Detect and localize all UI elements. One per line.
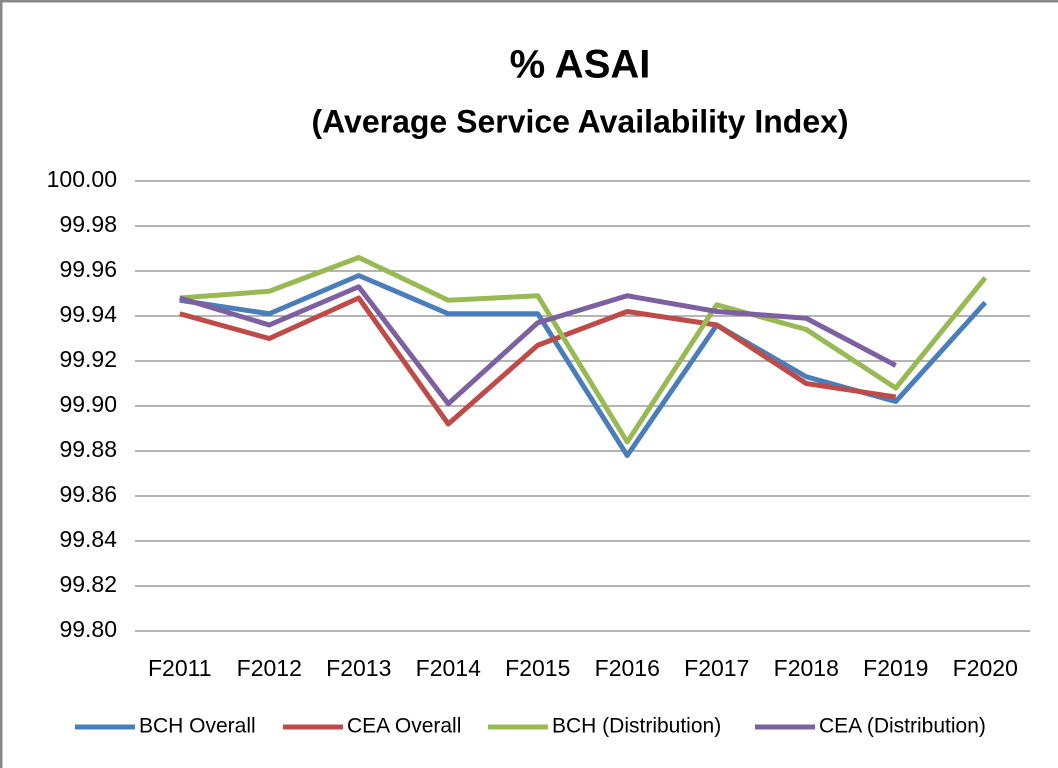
series-line	[179, 284, 897, 407]
x-tick-label: F2013	[326, 655, 391, 681]
y-tick-label: 99.98	[59, 211, 117, 237]
x-tick-label: F2017	[684, 655, 749, 681]
x-tick-label: F2015	[505, 655, 570, 681]
x-tick-label: F2014	[416, 655, 481, 681]
y-tick-label: 99.84	[59, 526, 117, 552]
y-tick-label: 99.90	[59, 391, 117, 417]
x-tick-label: F2020	[953, 655, 1018, 681]
y-tick-label: 99.96	[59, 256, 117, 282]
legend-label: BCH Overall	[139, 715, 256, 738]
y-tick-label: 99.86	[59, 481, 117, 507]
legend-label: CEA (Distribution)	[819, 715, 986, 738]
x-tick-label: F2012	[237, 655, 302, 681]
chart-subtitle: (Average Service Availability Index)	[311, 103, 848, 139]
y-tick-label: 99.82	[59, 571, 117, 597]
chart-title: % ASAI	[510, 43, 651, 87]
x-tick-label: F2018	[774, 655, 839, 681]
legend-label: BCH (Distribution)	[552, 715, 721, 738]
x-tick-label: F2016	[595, 655, 660, 681]
y-tick-label: 99.94	[59, 301, 117, 327]
x-tick-label: F2011	[148, 655, 212, 681]
y-tick-label: 99.92	[59, 346, 117, 372]
series-line	[179, 295, 897, 427]
legend-label: CEA Overall	[347, 715, 461, 738]
y-tick-label: 99.80	[59, 616, 117, 642]
x-tick-label: F2019	[863, 655, 928, 681]
y-tick-label: 99.88	[59, 436, 117, 462]
y-tick-label: 100.00	[47, 166, 117, 192]
series-line	[179, 255, 988, 445]
